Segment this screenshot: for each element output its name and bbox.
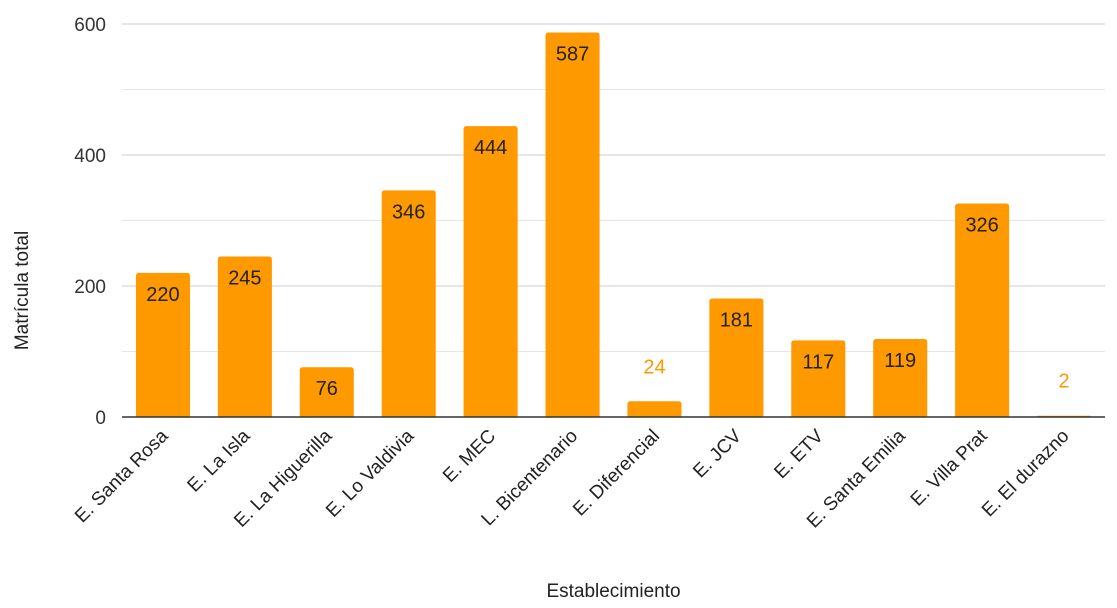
bar	[381, 190, 436, 417]
y-tick-label: 400	[74, 146, 106, 167]
data-label: 346	[392, 201, 425, 223]
y-axis-title: Matrícula total	[12, 231, 33, 350]
data-label: 326	[965, 214, 998, 236]
gridlines	[122, 23, 1105, 352]
y-tick-label: 0	[95, 408, 106, 429]
x-tick-label: E. La Isla	[184, 425, 255, 496]
bar	[299, 367, 354, 417]
bar	[627, 401, 682, 417]
data-label: 76	[316, 378, 338, 400]
bar	[135, 272, 190, 417]
data-label: 2	[1058, 371, 1069, 393]
bar	[873, 339, 928, 417]
data-label: 119	[884, 350, 916, 372]
data-label: 117	[802, 351, 834, 373]
data-label: 587	[556, 44, 589, 66]
bar	[791, 340, 846, 417]
y-tick-label: 600	[74, 15, 106, 36]
bar	[709, 298, 764, 417]
x-tick-label: E. ETV	[770, 425, 828, 483]
bars	[135, 32, 1092, 418]
x-tick-label: E. Villa Prat	[907, 425, 992, 510]
data-label: 24	[643, 356, 665, 378]
x-tick-label: E. El durazno	[978, 426, 1074, 522]
x-tick-label: E. Lo Valdivia	[322, 425, 418, 521]
bar	[217, 256, 272, 417]
data-label: 245	[228, 268, 261, 290]
x-tick-label: E. JCV	[689, 425, 746, 482]
data-labels: 220 245 76 346 444 587 24 181 117 119 326 2	[146, 44, 1069, 401]
x-tick-label: E. Diferencial	[569, 426, 664, 521]
x-tick-label: E. Santa Rosa	[71, 425, 173, 527]
bar	[463, 126, 518, 418]
data-label: 444	[474, 137, 507, 159]
x-axis-title: Establecimiento	[546, 581, 680, 602]
bar	[545, 32, 600, 417]
data-label: 220	[146, 284, 179, 306]
data-label: 181	[720, 309, 753, 331]
bar	[955, 203, 1010, 417]
y-axis-ticks: 0 200 400 600	[74, 15, 106, 429]
y-tick-label: 200	[74, 277, 106, 298]
x-tick-label: E. MEC	[439, 426, 500, 487]
